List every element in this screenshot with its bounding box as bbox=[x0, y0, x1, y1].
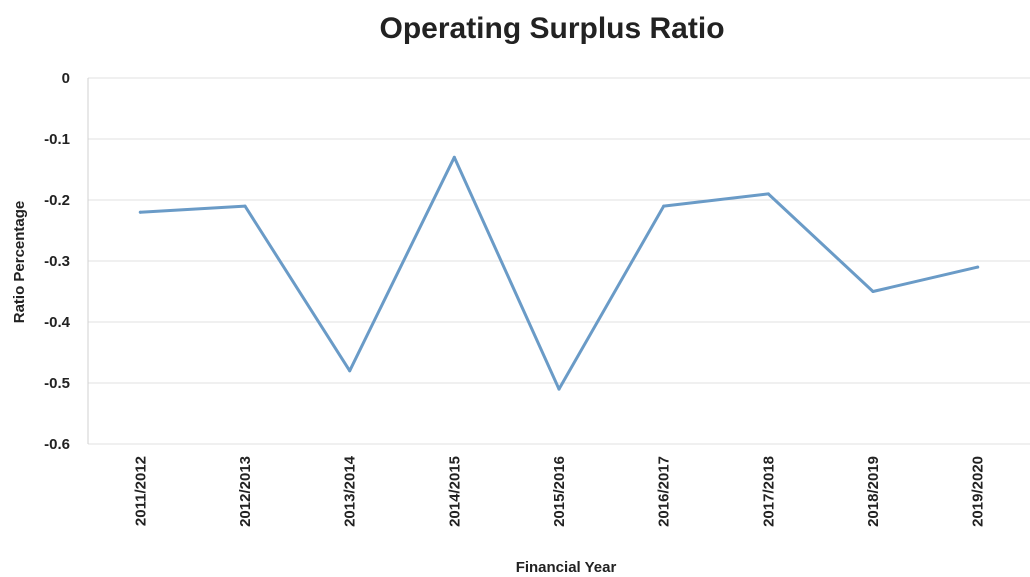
x-tick-label: 2019/2020 bbox=[970, 456, 987, 527]
data-point bbox=[557, 387, 561, 391]
x-tick-label: 2015/2016 bbox=[551, 456, 568, 527]
x-axis-title: Financial Year bbox=[516, 559, 617, 576]
data-point bbox=[662, 204, 666, 208]
y-tick-label: -0.6 bbox=[44, 436, 70, 453]
y-tick-label: -0.1 bbox=[44, 131, 70, 148]
y-axis-title: Ratio Percentage bbox=[11, 201, 28, 324]
x-tick-label: 2018/2019 bbox=[865, 456, 882, 527]
x-tick-label: 2016/2017 bbox=[656, 456, 673, 527]
x-tick-label: 2017/2018 bbox=[760, 456, 777, 527]
data-point bbox=[138, 210, 142, 214]
data-point bbox=[871, 290, 875, 293]
y-tick-label: -0.4 bbox=[44, 314, 71, 331]
data-point bbox=[243, 204, 247, 208]
data-point bbox=[766, 192, 770, 196]
y-tick-label: -0.5 bbox=[44, 375, 70, 392]
x-tick-label: 2013/2014 bbox=[342, 455, 359, 527]
y-tick-label: -0.2 bbox=[44, 192, 70, 209]
x-tick-label: 2014/2015 bbox=[446, 456, 463, 527]
y-tick-label: 0 bbox=[62, 70, 70, 87]
gridlines bbox=[88, 77, 1030, 445]
x-axis-ticks: 2011/2012 2012/2013 2013/2014 2014/2015 2015… bbox=[132, 455, 986, 527]
data-point bbox=[348, 369, 352, 373]
y-axis-ticks: 0 -0.1 -0.2 -0.3 -0.4 -0.5 -0.6 bbox=[44, 70, 71, 453]
data-point bbox=[976, 265, 980, 269]
series-layer bbox=[138, 155, 980, 391]
y-tick-label: -0.3 bbox=[44, 253, 70, 270]
data-point bbox=[452, 155, 456, 159]
x-tick-label: 2011/2012 bbox=[132, 456, 149, 526]
x-tick-label: 2012/2013 bbox=[237, 456, 254, 527]
chart-title: Operating Surplus Ratio bbox=[379, 12, 724, 45]
series-line bbox=[138, 155, 980, 391]
